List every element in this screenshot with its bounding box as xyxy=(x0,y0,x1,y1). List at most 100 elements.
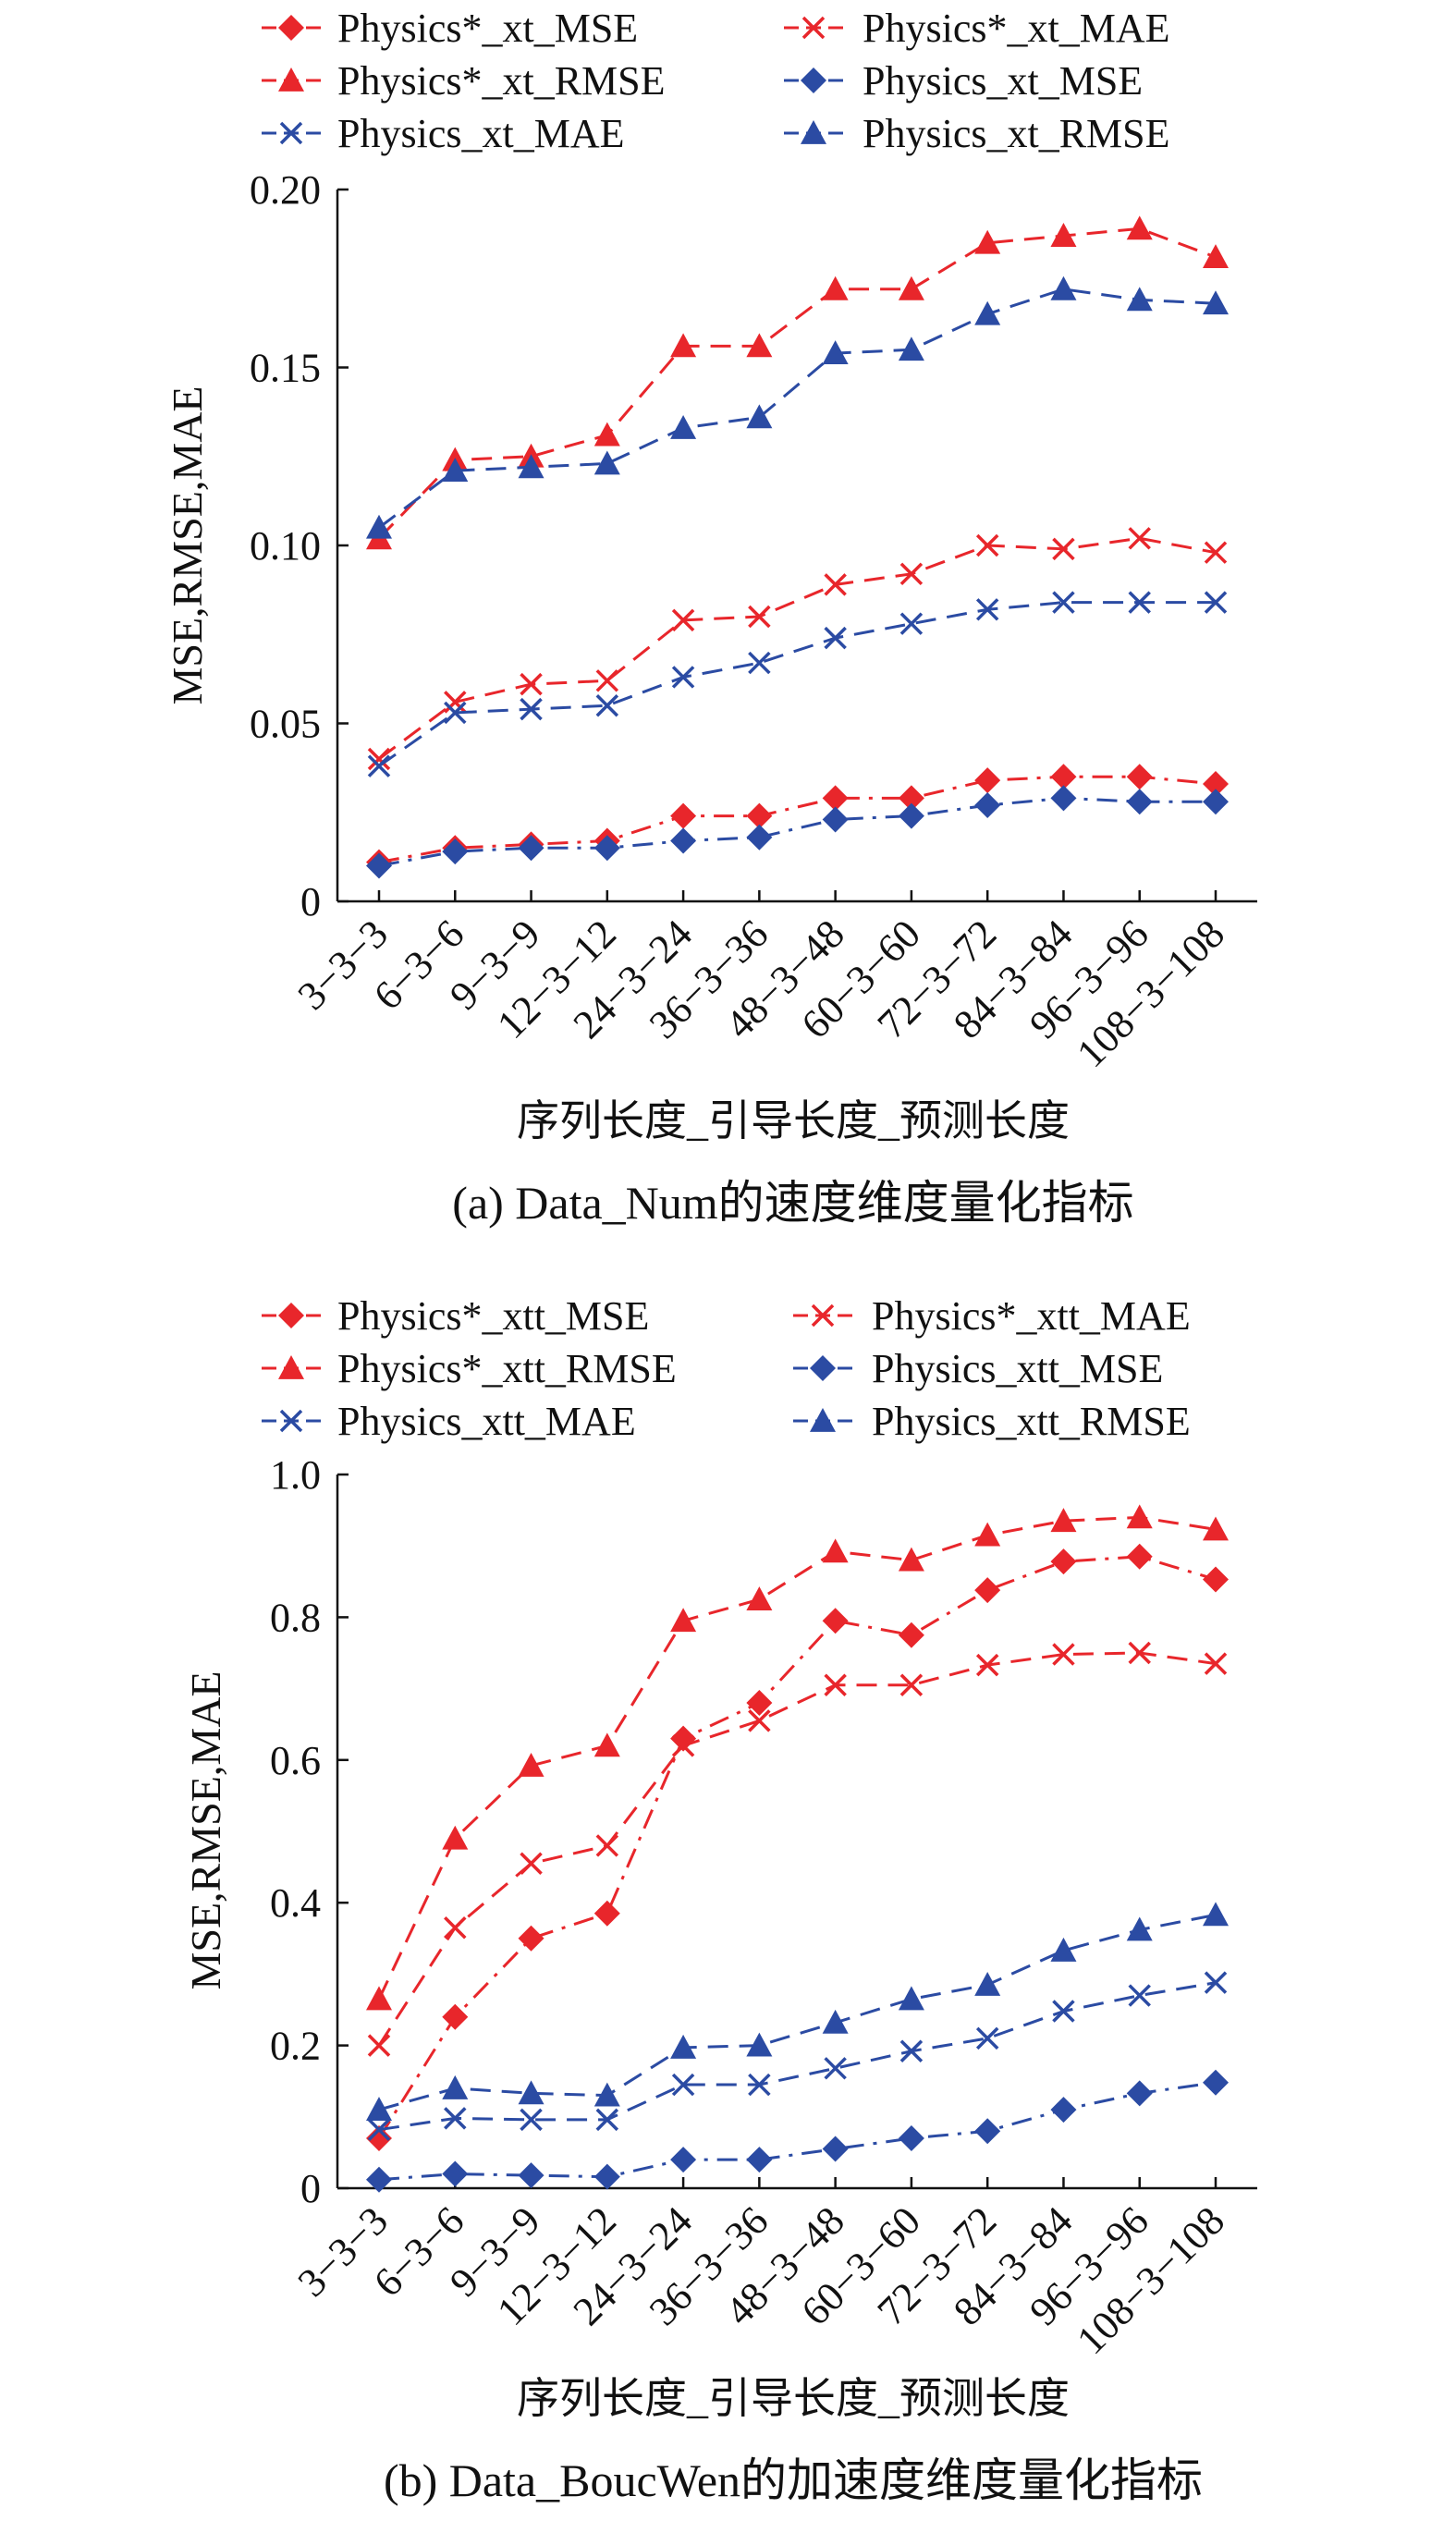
chart-a-series-line xyxy=(378,288,1217,529)
chart-a-legend-marker xyxy=(279,121,303,145)
chart-b-x-axis-title: 序列长度_引导长度_预测长度 xyxy=(517,2375,1070,2422)
chart-b-data-point xyxy=(975,2026,999,2050)
chart-a-y-tick-label: 0.10 xyxy=(250,523,321,569)
chart-a-data-point xyxy=(520,697,543,721)
chart-b-data-point xyxy=(1204,1652,1228,1675)
chart-a-data-point xyxy=(670,333,697,358)
chart-b-legend-item: Physics*_xtt_RMSE xyxy=(262,1346,677,1391)
chart-a-data-point xyxy=(593,422,620,447)
chart-b-legend-label: Physics_xtt_RMSE xyxy=(872,1399,1191,1444)
chart-b-legend-marker xyxy=(811,1303,835,1328)
chart-a-data-point xyxy=(974,792,1001,819)
chart-b-data-point xyxy=(746,1690,773,1717)
chart-a-data-point xyxy=(746,824,773,851)
chart-a-data-point xyxy=(1203,770,1229,797)
chart-a-series xyxy=(366,215,1229,879)
chart-a-data-point xyxy=(748,651,771,675)
chart-b-legend-label: Physics_xtt_MAE xyxy=(337,1399,636,1444)
chart-a-legend: Physics*_xt_MSE Physics*_xt_MAE Physics*_x… xyxy=(262,6,1170,156)
chart-b-series-5 xyxy=(366,1902,1229,2121)
chart-a-series-0 xyxy=(366,764,1229,875)
chart-b-data-point xyxy=(1204,1971,1228,1994)
chart-a-data-point xyxy=(1126,287,1153,312)
chart-b-data-point xyxy=(898,1986,924,2011)
chart-a-data-point xyxy=(1203,789,1229,815)
chart-a-legend-item: Physics_xt_MSE xyxy=(784,58,1143,104)
chart-a-legend-item: Physics_xt_RMSE xyxy=(784,111,1170,156)
chart-b-caption: (b) Data_BoucWen的加速度维度量化指标 xyxy=(384,2454,1203,2506)
chart-a-legend-label: Physics*_xt_MAE xyxy=(863,6,1169,51)
chart-a-caption: (a) Data_Num的速度维度量化指标 xyxy=(452,1177,1133,1229)
chart-a-legend-label: Physics*_xt_MSE xyxy=(337,6,638,51)
chart-a-data-point xyxy=(824,573,847,596)
chart-a-data-point xyxy=(822,340,849,364)
chart-b-series xyxy=(366,1504,1229,2193)
chart-a-data-point xyxy=(367,747,391,771)
chart-b-data-point xyxy=(670,2034,697,2059)
chart-b-data-point xyxy=(1126,2080,1153,2107)
chart-b-y-tick-label: 0.8 xyxy=(270,1595,321,1640)
chart-b-data-point xyxy=(1126,1543,1153,1570)
chart-b-legend-item: Physics_xtt_MSE xyxy=(793,1346,1163,1391)
chart-b-y-tick-label: 0.4 xyxy=(270,1880,321,1926)
chart-a-legend-label: Physics_xt_RMSE xyxy=(863,111,1170,156)
chart-b-series-line xyxy=(377,1651,1217,2047)
chart-b-data-point xyxy=(593,1732,620,1757)
chart-b-data-point xyxy=(670,1608,697,1633)
chart-a-data-point xyxy=(518,454,544,479)
chart-b-data-point xyxy=(1052,1643,1075,1666)
chart-b-legend-item: Physics_xtt_MAE xyxy=(262,1399,636,1444)
chart-b-data-point xyxy=(822,2136,849,2162)
chart-a-data-point xyxy=(444,701,467,725)
chart-a-y-tick-label: 0.15 xyxy=(250,346,321,391)
chart-b-data-point xyxy=(442,2074,469,2099)
chart-a-series-line xyxy=(378,775,1217,864)
chart-a-series-1 xyxy=(367,527,1228,771)
chart-a-y-axis-title: MSE,RMSE,MAE xyxy=(164,385,211,704)
chart-a-data-point xyxy=(444,691,467,714)
chart-a-data-point xyxy=(1204,541,1228,564)
chart-b-series-1 xyxy=(367,1641,1228,2057)
chart-b-legend-marker xyxy=(279,1409,303,1433)
chart-a-data-point xyxy=(1052,537,1075,561)
chart-b-data-point xyxy=(1128,1641,1151,1665)
chart-a-data-point xyxy=(974,767,1001,794)
chart-b-legend-marker xyxy=(810,1408,836,1432)
chart-b-data-point xyxy=(748,2073,771,2097)
chart-b-data-point xyxy=(518,1752,544,1777)
chart-b-legend-label: Physics*_xtt_MAE xyxy=(872,1293,1191,1339)
chart-b-data-point xyxy=(974,1522,1001,1547)
chart-a-data-point xyxy=(822,275,849,300)
chart-a-series-3 xyxy=(366,785,1229,879)
chart-a-data-point xyxy=(1050,275,1077,300)
chart-a-legend-marker xyxy=(278,15,304,41)
chart-b-series-2 xyxy=(366,1504,1229,2011)
chart-b-legend-item: Physics_xtt_RMSE xyxy=(793,1399,1191,1444)
chart-a-data-point xyxy=(746,333,773,358)
chart-a-data-point xyxy=(1128,527,1151,550)
chart-b-data-point xyxy=(518,2080,544,2105)
chart-b-data-point xyxy=(366,2097,392,2121)
chart-b-data-point xyxy=(974,2118,1001,2145)
chart-a-data-point xyxy=(670,802,697,829)
chart-b-data-point xyxy=(444,2107,467,2130)
chart-a-data-point xyxy=(822,806,849,833)
chart-b-data-point xyxy=(748,1709,771,1732)
chart-a-data-point xyxy=(671,666,695,689)
chart-b-data-point xyxy=(822,1608,849,1634)
chart-b-y-tick-label: 0.2 xyxy=(270,2024,321,2069)
chart-a-legend-item: Physics*_xt_MAE xyxy=(784,6,1169,51)
chart-a: Physics*_xt_MSE Physics*_xt_MAE Physics*_x… xyxy=(164,6,1257,1229)
chart-b-data-point xyxy=(1050,1508,1077,1533)
chart-a-data-point xyxy=(975,598,999,621)
chart-b-data-point xyxy=(593,2082,620,2107)
chart-b-data-point xyxy=(444,1915,467,1940)
chart-b-data-point xyxy=(746,1586,773,1610)
chart-b-legend-label: Physics*_xtt_RMSE xyxy=(337,1346,677,1391)
chart-a-series-line xyxy=(378,601,1216,767)
chart-a-series-line xyxy=(377,226,1217,540)
chart-a-data-point xyxy=(366,514,392,539)
chart-a-y-tick-label: 0 xyxy=(300,879,321,924)
chart-a-data-point xyxy=(1126,215,1153,240)
chart-a-series-line xyxy=(378,796,1216,867)
